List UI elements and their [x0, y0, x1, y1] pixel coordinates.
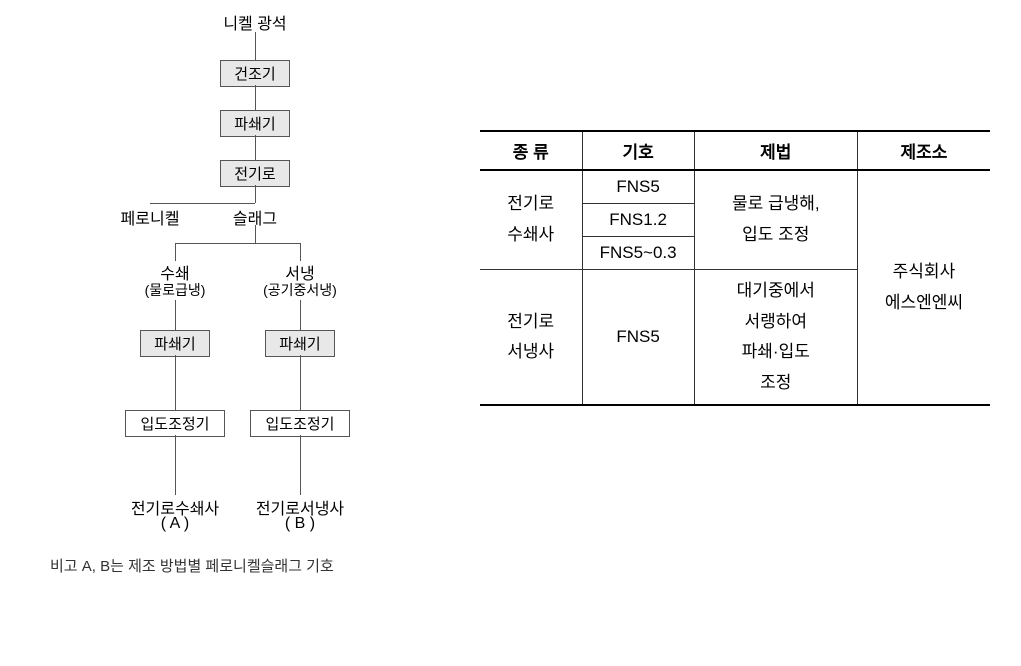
cell-symbol-2-1: FNS5: [582, 270, 694, 406]
node-sizer-b: 입도조정기: [250, 410, 350, 437]
edge: [175, 243, 300, 244]
edge: [175, 355, 176, 410]
node-dryer: 건조기: [220, 60, 290, 87]
cell-symbol-1-3: FNS5~0.3: [582, 237, 694, 270]
node-crusher-a: 파쇄기: [140, 330, 210, 357]
edge: [255, 185, 256, 203]
edge: [300, 355, 301, 410]
edge: [175, 435, 176, 495]
node-crusher-1: 파쇄기: [220, 110, 290, 137]
edge: [255, 85, 256, 110]
edge: [300, 300, 301, 330]
node-quench-sub: (물로급냉): [135, 280, 215, 300]
edge: [175, 243, 176, 261]
edge: [255, 225, 256, 243]
cell-manufacturer: 주식회사 에스엔엔씨: [857, 170, 990, 405]
node-ferronickel: 페로니켈: [110, 205, 190, 229]
flowchart-footnote: 비고 A, B는 제조 방법별 페로니켈슬래그 기호: [50, 555, 334, 576]
spec-table-region: 종 류 기호 제법 제조소 전기로 수쇄사 FNS5 물로 급냉해, 입도 조정…: [480, 130, 990, 406]
edge: [175, 300, 176, 330]
edge: [300, 435, 301, 495]
node-root: 니켈 광석: [210, 10, 300, 34]
cell-type-2: 전기로 서냉사: [480, 270, 582, 406]
spec-table: 종 류 기호 제법 제조소 전기로 수쇄사 FNS5 물로 급냉해, 입도 조정…: [480, 130, 990, 406]
edge: [255, 135, 256, 160]
node-sizer-a: 입도조정기: [125, 410, 225, 437]
cell-symbol-1-2: FNS1.2: [582, 204, 694, 237]
col-header-method: 제법: [694, 131, 857, 170]
cell-method-1: 물로 급냉해, 입도 조정: [694, 170, 857, 270]
col-header-symbol: 기호: [582, 131, 694, 170]
cell-symbol-1-1: FNS5: [582, 170, 694, 204]
edge: [300, 243, 301, 261]
edge: [150, 203, 255, 204]
col-header-type: 종 류: [480, 131, 582, 170]
cell-method-2: 대기중에서 서랭하여 파쇄·입도 조정: [694, 270, 857, 406]
node-furnace: 전기로: [220, 160, 290, 187]
node-crusher-b: 파쇄기: [265, 330, 335, 357]
col-header-manufacturer: 제조소: [857, 131, 990, 170]
edge: [255, 32, 256, 60]
node-slowcool-sub: (공기중서냉): [250, 280, 350, 300]
node-out-a-2: ( A ): [150, 515, 200, 533]
cell-type-1: 전기로 수쇄사: [480, 170, 582, 270]
node-out-b-2: ( B ): [275, 515, 325, 533]
